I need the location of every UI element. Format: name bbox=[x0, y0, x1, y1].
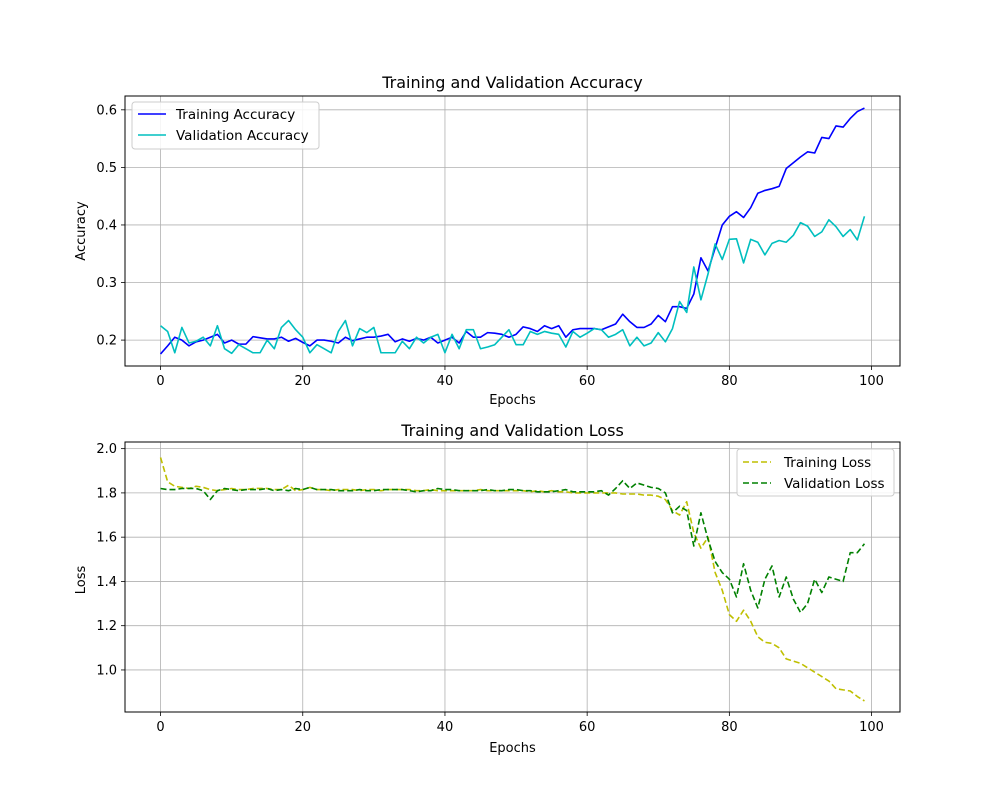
loss-y-tick-label: 1.4 bbox=[96, 575, 117, 590]
legend-label-training-accuracy: Training Accuracy bbox=[175, 107, 295, 123]
loss-y-tick-label: 1.0 bbox=[96, 663, 117, 678]
loss-y-tick-label: 2.0 bbox=[96, 442, 117, 457]
accuracy-y-tick-label: 0.2 bbox=[96, 334, 117, 349]
legend-label-validation-loss: Validation Loss bbox=[784, 476, 885, 492]
accuracy-x-tick-label: 40 bbox=[437, 374, 454, 389]
accuracy-y-tick-label: 0.6 bbox=[96, 103, 117, 118]
series-line-validation-loss bbox=[160, 479, 866, 614]
accuracy-y-tick-label: 0.3 bbox=[96, 276, 117, 291]
loss-x-tick-label: 40 bbox=[437, 720, 454, 735]
loss-x-axis-label: Epochs bbox=[489, 741, 536, 756]
loss-chart-title: Training and Validation Loss bbox=[400, 421, 624, 440]
accuracy-x-tick-label: 80 bbox=[721, 374, 738, 389]
accuracy-y-axis-label: Accuracy bbox=[74, 201, 89, 261]
loss-legend: Training Loss Validation Loss bbox=[736, 448, 895, 497]
accuracy-y-tick-label: 0.5 bbox=[96, 161, 117, 176]
loss-y-tick-label: 1.6 bbox=[96, 531, 117, 546]
accuracy-legend-box bbox=[131, 101, 320, 150]
loss-x-tick-label: 60 bbox=[579, 720, 596, 735]
accuracy-chart-title: Training and Validation Accuracy bbox=[381, 73, 643, 92]
accuracy-x-axis-label: Epochs bbox=[489, 393, 536, 408]
loss-x-tick-label: 80 bbox=[721, 720, 738, 735]
loss-y-tick-label: 1.8 bbox=[96, 486, 117, 501]
accuracy-plot-frame bbox=[124, 95, 901, 367]
accuracy-x-tick-label: 100 bbox=[859, 374, 884, 389]
accuracy-x-tick-label: 60 bbox=[579, 374, 596, 389]
series-line-validation-accuracy bbox=[160, 216, 866, 355]
loss-y-axis-label: Loss bbox=[74, 566, 89, 595]
loss-y-tick-label: 1.2 bbox=[96, 619, 117, 634]
loss-plot-frame bbox=[124, 441, 901, 713]
accuracy-legend: Training Accuracy Validation Accuracy bbox=[131, 101, 320, 150]
accuracy-y-tick-label: 0.4 bbox=[96, 218, 117, 233]
loss-x-tick-label: 100 bbox=[859, 720, 884, 735]
accuracy-x-tick-label: 0 bbox=[156, 374, 164, 389]
loss-legend-box bbox=[736, 448, 895, 497]
loss-x-tick-label: 20 bbox=[294, 720, 311, 735]
loss-chart: Training and Validation Loss 0 20 40 60 80 10… bbox=[74, 421, 901, 756]
accuracy-x-tick-label: 20 bbox=[294, 374, 311, 389]
accuracy-chart: Training and Validation Accuracy 0 20 40 60… bbox=[74, 73, 901, 408]
legend-label-validation-accuracy: Validation Accuracy bbox=[176, 128, 309, 144]
loss-x-tick-label: 0 bbox=[156, 720, 164, 735]
legend-label-training-loss: Training Loss bbox=[783, 455, 871, 471]
